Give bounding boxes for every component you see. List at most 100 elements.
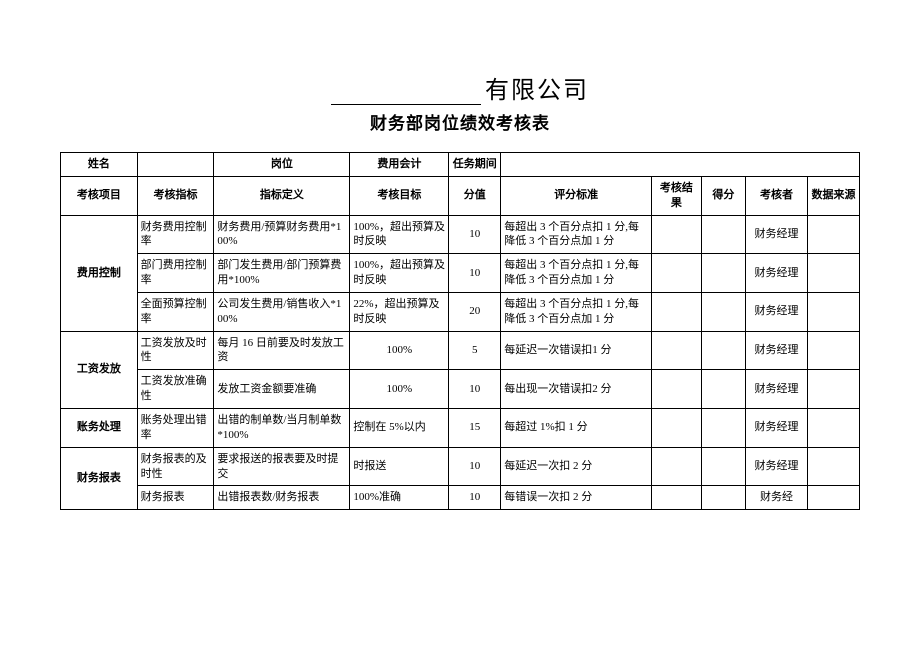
- cell-score: 10: [449, 215, 501, 254]
- cell-score: 10: [449, 254, 501, 293]
- cell-source: [807, 447, 859, 486]
- company-suffix: 有限公司: [485, 78, 589, 104]
- cell-result: [652, 331, 701, 370]
- table-row: 工资发放工资发放及时性每月 16 日前要及时发放工资100%5每延迟一次错误扣1…: [61, 331, 860, 370]
- cell-score: 20: [449, 292, 501, 331]
- cell-reviewer: 财务经理: [746, 408, 808, 447]
- group-name: 工资发放: [61, 331, 138, 408]
- header-row: 考核项目 考核指标 指标定义 考核目标 分值 评分标准 考核结果 得分 考核者 …: [61, 176, 860, 215]
- hdr-got: 得分: [701, 176, 746, 215]
- cell-definition: 公司发生费用/销售收入*100%: [214, 292, 350, 331]
- cell-source: [807, 215, 859, 254]
- cell-goal: 控制在 5%以内: [350, 408, 449, 447]
- cell-result: [652, 447, 701, 486]
- table-row: 财务报表财务报表的及时性要求报送的报表要及时提交时报送10每延迟一次扣 2 分财…: [61, 447, 860, 486]
- cell-standard: 每延迟一次扣 2 分: [501, 447, 652, 486]
- cell-source: [807, 254, 859, 293]
- name-value: [137, 153, 214, 177]
- cell-score: 10: [449, 447, 501, 486]
- cell-definition: 每月 16 日前要及时发放工资: [214, 331, 350, 370]
- company-blank: [331, 80, 481, 105]
- table-row: 全面预算控制率公司发生费用/销售收入*100%22%，超出预算及时反映20每超出…: [61, 292, 860, 331]
- cell-result: [652, 292, 701, 331]
- cell-score: 15: [449, 408, 501, 447]
- cell-reviewer: 财务经理: [746, 292, 808, 331]
- period-label: 任务期间: [449, 153, 501, 177]
- table-row: 部门费用控制率部门发生费用/部门预算费用*100%100%，超出预算及时反映10…: [61, 254, 860, 293]
- cell-indicator: 工资发放及时性: [137, 331, 214, 370]
- hdr-reviewer: 考核者: [746, 176, 808, 215]
- hdr-source: 数据来源: [807, 176, 859, 215]
- cell-standard: 每出现一次错误扣2 分: [501, 370, 652, 409]
- company-title: 有限公司: [60, 70, 860, 105]
- cell-reviewer: 财务经理: [746, 215, 808, 254]
- cell-goal: 100%: [350, 370, 449, 409]
- cell-goal: 22%，超出预算及时反映: [350, 292, 449, 331]
- hdr-project: 考核项目: [61, 176, 138, 215]
- hdr-goal: 考核目标: [350, 176, 449, 215]
- cell-source: [807, 331, 859, 370]
- cell-standard: 每超出 3 个百分点扣 1 分,每降低 3 个百分点加 1 分: [501, 215, 652, 254]
- group-name: 财务报表: [61, 447, 138, 510]
- cell-got: [701, 331, 746, 370]
- cell-result: [652, 408, 701, 447]
- cell-definition: 出错报表数/财务报表: [214, 486, 350, 510]
- cell-got: [701, 408, 746, 447]
- cell-goal: 100%: [350, 331, 449, 370]
- cell-indicator: 财务费用控制率: [137, 215, 214, 254]
- cell-score: 5: [449, 331, 501, 370]
- cell-goal: 100%准确: [350, 486, 449, 510]
- cell-indicator: 财务报表的及时性: [137, 447, 214, 486]
- cell-source: [807, 292, 859, 331]
- subtitle: 财务部岗位绩效考核表: [60, 109, 860, 134]
- name-label: 姓名: [61, 153, 138, 177]
- cell-standard: 每延迟一次错误扣1 分: [501, 331, 652, 370]
- position-value: 费用会计: [350, 153, 449, 177]
- cell-got: [701, 447, 746, 486]
- cell-reviewer: 财务经理: [746, 370, 808, 409]
- cell-standard: 每超出 3 个百分点扣 1 分,每降低 3 个百分点加 1 分: [501, 254, 652, 293]
- info-row: 姓名 岗位 费用会计 任务期间: [61, 153, 860, 177]
- period-value: [501, 153, 860, 177]
- cell-goal: 100%，超出预算及时反映: [350, 215, 449, 254]
- cell-indicator: 账务处理出错率: [137, 408, 214, 447]
- cell-goal: 100%，超出预算及时反映: [350, 254, 449, 293]
- hdr-definition: 指标定义: [214, 176, 350, 215]
- cell-source: [807, 408, 859, 447]
- cell-reviewer: 财务经理: [746, 254, 808, 293]
- hdr-score: 分值: [449, 176, 501, 215]
- cell-reviewer: 财务经理: [746, 447, 808, 486]
- cell-reviewer: 财务经理: [746, 331, 808, 370]
- cell-reviewer: 财务经: [746, 486, 808, 510]
- cell-result: [652, 215, 701, 254]
- table-row: 财务报表出错报表数/财务报表100%准确10每错误一次扣 2 分财务经: [61, 486, 860, 510]
- hdr-indicator: 考核指标: [137, 176, 214, 215]
- cell-definition: 发放工资金额要准确: [214, 370, 350, 409]
- table-row: 工资发放准确性发放工资金额要准确100%10每出现一次错误扣2 分 财务经理: [61, 370, 860, 409]
- cell-indicator: 工资发放准确性: [137, 370, 214, 409]
- cell-got: [701, 215, 746, 254]
- cell-indicator: 部门费用控制率: [137, 254, 214, 293]
- cell-definition: 出错的制单数/当月制单数*100%: [214, 408, 350, 447]
- cell-standard: 每超出 3 个百分点扣 1 分,每降低 3 个百分点加 1 分: [501, 292, 652, 331]
- group-name: 费用控制: [61, 215, 138, 331]
- cell-goal: 时报送: [350, 447, 449, 486]
- cell-result: [652, 254, 701, 293]
- group-name: 账务处理: [61, 408, 138, 447]
- cell-got: [701, 292, 746, 331]
- cell-source: [807, 370, 859, 409]
- cell-definition: 要求报送的报表要及时提交: [214, 447, 350, 486]
- cell-got: [701, 486, 746, 510]
- table-row: 费用控制财务费用控制率财务费用/预算财务费用*100%100%，超出预算及时反映…: [61, 215, 860, 254]
- hdr-standard: 评分标准: [501, 176, 652, 215]
- cell-standard: 每错误一次扣 2 分: [501, 486, 652, 510]
- position-label: 岗位: [214, 153, 350, 177]
- cell-indicator: 财务报表: [137, 486, 214, 510]
- cell-score: 10: [449, 370, 501, 409]
- cell-got: [701, 254, 746, 293]
- cell-result: [652, 370, 701, 409]
- cell-got: [701, 370, 746, 409]
- cell-source: [807, 486, 859, 510]
- table-row: 账务处理账务处理出错率出错的制单数/当月制单数*100%控制在 5%以内15每超…: [61, 408, 860, 447]
- hdr-result: 考核结果: [652, 176, 701, 215]
